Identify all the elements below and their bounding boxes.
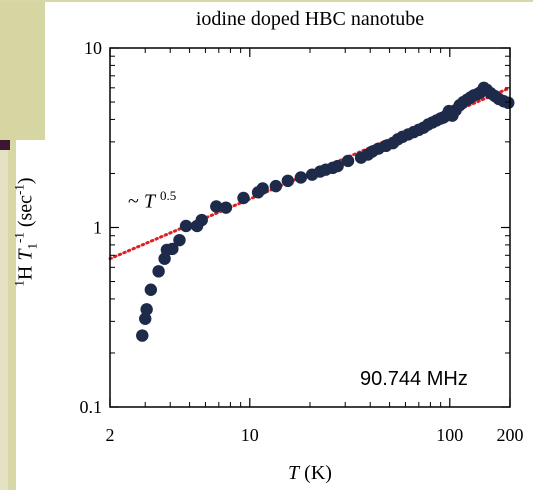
x-tick-label: 10: [241, 425, 259, 445]
data-point: [269, 179, 283, 193]
y-label-prefix: H: [14, 265, 37, 281]
slope-annotation: ~ T 0.5: [128, 188, 176, 214]
data-point: [140, 303, 153, 316]
data-point: [341, 154, 355, 168]
data-point: [281, 174, 295, 188]
axis-ticks-layer: 2 10 100 200 0.1 1 10: [80, 38, 524, 445]
y-label-unit-close: ): [14, 177, 37, 185]
x-axis-unit: (K): [304, 462, 332, 484]
x-tick-label: 2: [106, 425, 115, 445]
data-point: [166, 242, 179, 256]
data-point: [139, 312, 152, 326]
data-point: [144, 283, 158, 296]
data-point: [195, 213, 208, 227]
data-point: [219, 201, 233, 214]
x-axis-label: T (K): [110, 462, 510, 485]
data-point: [173, 233, 186, 247]
y-label-symbol: T: [14, 249, 37, 261]
chart-title: iodine doped HBC nanotube: [195, 8, 425, 30]
y-tick-label: 0.1: [80, 397, 103, 417]
y-label-unit-open: (sec: [14, 194, 37, 233]
data-point: [136, 329, 149, 342]
data-point: [179, 219, 193, 233]
slide-accent-block: [0, 0, 45, 140]
x-tick-label: 100: [436, 425, 463, 445]
slide-top-line: [0, 0, 533, 2]
data-point: [502, 96, 515, 110]
data-points-layer: [136, 81, 515, 342]
y-label-sub: 1: [24, 242, 40, 250]
slide-left-strip: [8, 0, 16, 490]
y-axis-label: 1H T1-1 (sec-1): [12, 177, 41, 286]
y-label-sup: -1: [11, 232, 27, 243]
data-point: [331, 159, 344, 173]
y-label-unit-sup: -1: [11, 184, 27, 195]
frequency-annotation: 90.744 MHz: [360, 368, 468, 390]
x-axis-symbol: T: [288, 462, 300, 484]
data-point: [256, 182, 269, 195]
data-point: [237, 191, 250, 205]
slide-left-margin: [0, 0, 8, 490]
data-point: [294, 171, 308, 184]
data-point: [152, 265, 165, 278]
plot-frame: [109, 47, 511, 408]
y-tick-label: 10: [84, 38, 102, 58]
slide-accent-bar: [0, 140, 10, 150]
y-label-isotope: 1: [11, 280, 27, 287]
slope-exponent: 0.5: [159, 188, 177, 203]
x-tick-label: 200: [497, 425, 524, 445]
slope-symbol: T: [143, 190, 155, 213]
data-point: [210, 200, 223, 213]
y-tick-label: 1: [93, 218, 102, 238]
slope-prefix: ~: [128, 190, 144, 213]
